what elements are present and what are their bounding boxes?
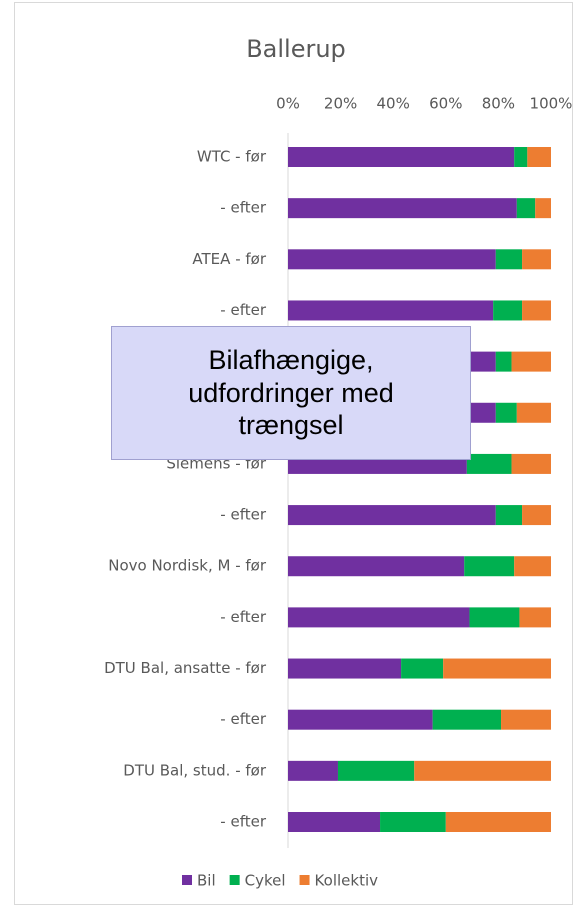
bar-segment <box>288 607 470 628</box>
bar-segment <box>288 505 496 526</box>
y-tick-label: ATEA - før <box>192 250 266 268</box>
y-tick-label: - efter <box>220 301 267 319</box>
bar-segment <box>401 658 444 679</box>
bar-segment <box>288 760 338 781</box>
legend-label: Kollektiv <box>315 872 379 890</box>
bar-segment <box>288 556 465 577</box>
bar-segment <box>516 198 536 219</box>
bar-segment <box>511 351 551 372</box>
bar-segment <box>535 198 551 219</box>
y-tick-label: DTU Bal, stud. - før <box>123 761 267 779</box>
bar-segment <box>288 147 515 167</box>
legend-swatch <box>182 875 192 885</box>
bar-segment <box>514 556 551 577</box>
bar-segment <box>514 147 528 167</box>
bar-segment <box>288 249 496 270</box>
bar-segment <box>445 812 551 832</box>
bar-segment <box>288 812 381 832</box>
legend-label: Bil <box>197 872 216 890</box>
x-tick-label: 0% <box>276 95 300 113</box>
bar-segment <box>464 556 515 577</box>
legend-label: Cykel <box>245 872 286 890</box>
bar-segment <box>495 402 517 423</box>
x-tick-label: 80% <box>482 95 515 113</box>
bar-segment <box>519 607 551 628</box>
x-tick-label: 100% <box>530 95 573 113</box>
legend-swatch <box>299 875 310 885</box>
bar-segment <box>522 249 551 270</box>
bar-segment <box>527 147 551 167</box>
bar-segment <box>466 453 512 474</box>
x-tick-label: 20% <box>324 95 357 113</box>
y-tick-label: - efter <box>220 608 267 626</box>
bar-segment <box>337 760 415 781</box>
y-tick-label: WTC - før <box>197 148 267 166</box>
bar-segment <box>288 198 517 219</box>
y-tick-label: - efter <box>220 199 267 217</box>
chart-title: Ballerup <box>246 35 346 63</box>
y-tick-label: - efter <box>220 813 267 831</box>
annotation: Bilafhængige, udfordringer med trængsel <box>111 326 471 460</box>
bar-segment <box>288 300 494 321</box>
bar-segment <box>380 812 446 832</box>
y-tick-label: Novo Nordisk, M - før <box>108 557 267 575</box>
bar-segment <box>288 658 402 679</box>
bar-segment <box>522 505 551 526</box>
x-tick-label: 60% <box>429 95 462 113</box>
bar-segment <box>432 709 502 730</box>
bar-segment <box>288 709 433 730</box>
bar-segment <box>495 505 523 526</box>
bar-segment <box>443 658 551 679</box>
legend-swatch <box>229 875 240 885</box>
bar-segment <box>495 249 523 270</box>
bar-segment <box>511 453 551 474</box>
y-tick-label: DTU Bal, ansatte - før <box>104 659 267 677</box>
bar-segment <box>493 300 523 321</box>
bar-segment <box>516 402 551 423</box>
bar-segment <box>414 760 551 781</box>
bar-segment <box>495 351 512 372</box>
bar-segment <box>501 709 551 730</box>
x-tick-label: 40% <box>377 95 410 113</box>
bar-segment <box>469 607 520 628</box>
y-tick-label: - efter <box>220 710 267 728</box>
bar-segment <box>522 300 551 321</box>
y-tick-label: - efter <box>220 506 267 524</box>
